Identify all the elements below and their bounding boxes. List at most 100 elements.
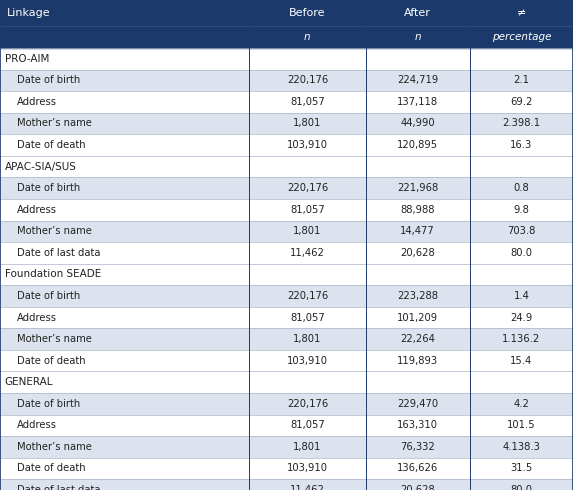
Text: 1.136.2: 1.136.2 xyxy=(503,334,540,344)
Text: After: After xyxy=(405,8,431,18)
Text: Date of birth: Date of birth xyxy=(17,399,80,409)
Text: Mother’s name: Mother’s name xyxy=(17,442,92,452)
Text: 0.8: 0.8 xyxy=(513,183,529,193)
Text: 101,209: 101,209 xyxy=(397,313,438,322)
Text: 1,801: 1,801 xyxy=(293,442,321,452)
Text: 103,910: 103,910 xyxy=(287,356,328,366)
Text: 16.3: 16.3 xyxy=(511,140,532,150)
Text: percentage: percentage xyxy=(492,32,551,42)
Text: 1,801: 1,801 xyxy=(293,119,321,128)
Text: 120,895: 120,895 xyxy=(397,140,438,150)
Bar xyxy=(0,393,573,415)
Text: Before: Before xyxy=(289,8,325,18)
Text: Date of death: Date of death xyxy=(17,356,86,366)
Text: 136,626: 136,626 xyxy=(397,464,438,473)
Text: 31.5: 31.5 xyxy=(511,464,532,473)
Bar xyxy=(0,91,573,113)
Text: 81,057: 81,057 xyxy=(290,313,325,322)
Text: 223,288: 223,288 xyxy=(397,291,438,301)
Text: 220,176: 220,176 xyxy=(287,399,328,409)
Bar xyxy=(0,0,573,26)
Text: 4.138.3: 4.138.3 xyxy=(503,442,540,452)
Text: Mother’s name: Mother’s name xyxy=(17,226,92,236)
Text: 9.8: 9.8 xyxy=(513,205,529,215)
Text: 224,719: 224,719 xyxy=(397,75,438,85)
Text: Date of birth: Date of birth xyxy=(17,183,80,193)
Bar xyxy=(0,199,573,221)
Text: 220,176: 220,176 xyxy=(287,291,328,301)
Text: 11,462: 11,462 xyxy=(290,248,325,258)
Text: PRO-AIM: PRO-AIM xyxy=(5,54,49,64)
Text: 220,176: 220,176 xyxy=(287,75,328,85)
Text: Date of birth: Date of birth xyxy=(17,75,80,85)
Text: 1,801: 1,801 xyxy=(293,226,321,236)
Text: 20,628: 20,628 xyxy=(401,248,435,258)
Text: n: n xyxy=(304,32,311,42)
Text: 4.2: 4.2 xyxy=(513,399,529,409)
Text: Mother’s name: Mother’s name xyxy=(17,119,92,128)
Text: 22,264: 22,264 xyxy=(401,334,435,344)
Bar xyxy=(0,307,573,328)
Text: 44,990: 44,990 xyxy=(401,119,435,128)
Bar xyxy=(0,70,573,91)
Text: 80.0: 80.0 xyxy=(511,248,532,258)
Text: 163,310: 163,310 xyxy=(397,420,438,430)
Bar xyxy=(0,26,573,48)
Text: 221,968: 221,968 xyxy=(397,183,438,193)
Text: 2.398.1: 2.398.1 xyxy=(503,119,540,128)
Text: 76,332: 76,332 xyxy=(401,442,435,452)
Text: Date of death: Date of death xyxy=(17,464,86,473)
Text: 1,801: 1,801 xyxy=(293,334,321,344)
Bar xyxy=(0,113,573,134)
Text: 229,470: 229,470 xyxy=(397,399,438,409)
Text: 2.1: 2.1 xyxy=(513,75,529,85)
Text: 101.5: 101.5 xyxy=(507,420,536,430)
Bar xyxy=(0,479,573,490)
Text: 703.8: 703.8 xyxy=(507,226,536,236)
Bar xyxy=(0,371,573,393)
Text: 88,988: 88,988 xyxy=(401,205,435,215)
Text: Date of last data: Date of last data xyxy=(17,248,101,258)
Bar xyxy=(0,350,573,371)
Text: Date of last data: Date of last data xyxy=(17,485,101,490)
Text: Address: Address xyxy=(17,420,57,430)
Text: 137,118: 137,118 xyxy=(397,97,438,107)
Text: 11,462: 11,462 xyxy=(290,485,325,490)
Text: Date of death: Date of death xyxy=(17,140,86,150)
Text: Mother’s name: Mother’s name xyxy=(17,334,92,344)
Text: Address: Address xyxy=(17,205,57,215)
Text: 220,176: 220,176 xyxy=(287,183,328,193)
Text: 15.4: 15.4 xyxy=(511,356,532,366)
Bar xyxy=(0,177,573,199)
Bar xyxy=(0,328,573,350)
Bar xyxy=(0,220,573,242)
Text: 103,910: 103,910 xyxy=(287,140,328,150)
Text: 103,910: 103,910 xyxy=(287,464,328,473)
Text: 14,477: 14,477 xyxy=(401,226,435,236)
Bar xyxy=(0,415,573,436)
Bar xyxy=(0,436,573,458)
Bar xyxy=(0,242,573,264)
Bar xyxy=(0,285,573,307)
Text: ≠: ≠ xyxy=(517,8,526,18)
Bar xyxy=(0,48,573,70)
Bar xyxy=(0,458,573,479)
Text: GENERAL: GENERAL xyxy=(5,377,53,387)
Text: Foundation SEADE: Foundation SEADE xyxy=(5,270,101,279)
Text: 1.4: 1.4 xyxy=(513,291,529,301)
Text: APAC-SIA/SUS: APAC-SIA/SUS xyxy=(5,162,76,172)
Text: n: n xyxy=(414,32,421,42)
Bar xyxy=(0,156,573,177)
Text: 24.9: 24.9 xyxy=(511,313,532,322)
Text: 81,057: 81,057 xyxy=(290,420,325,430)
Text: 69.2: 69.2 xyxy=(510,97,533,107)
Text: 81,057: 81,057 xyxy=(290,205,325,215)
Text: Address: Address xyxy=(17,313,57,322)
Bar xyxy=(0,264,573,285)
Text: 81,057: 81,057 xyxy=(290,97,325,107)
Bar xyxy=(0,134,573,156)
Text: Address: Address xyxy=(17,97,57,107)
Text: 119,893: 119,893 xyxy=(397,356,438,366)
Text: Linkage: Linkage xyxy=(7,8,50,18)
Text: 20,628: 20,628 xyxy=(401,485,435,490)
